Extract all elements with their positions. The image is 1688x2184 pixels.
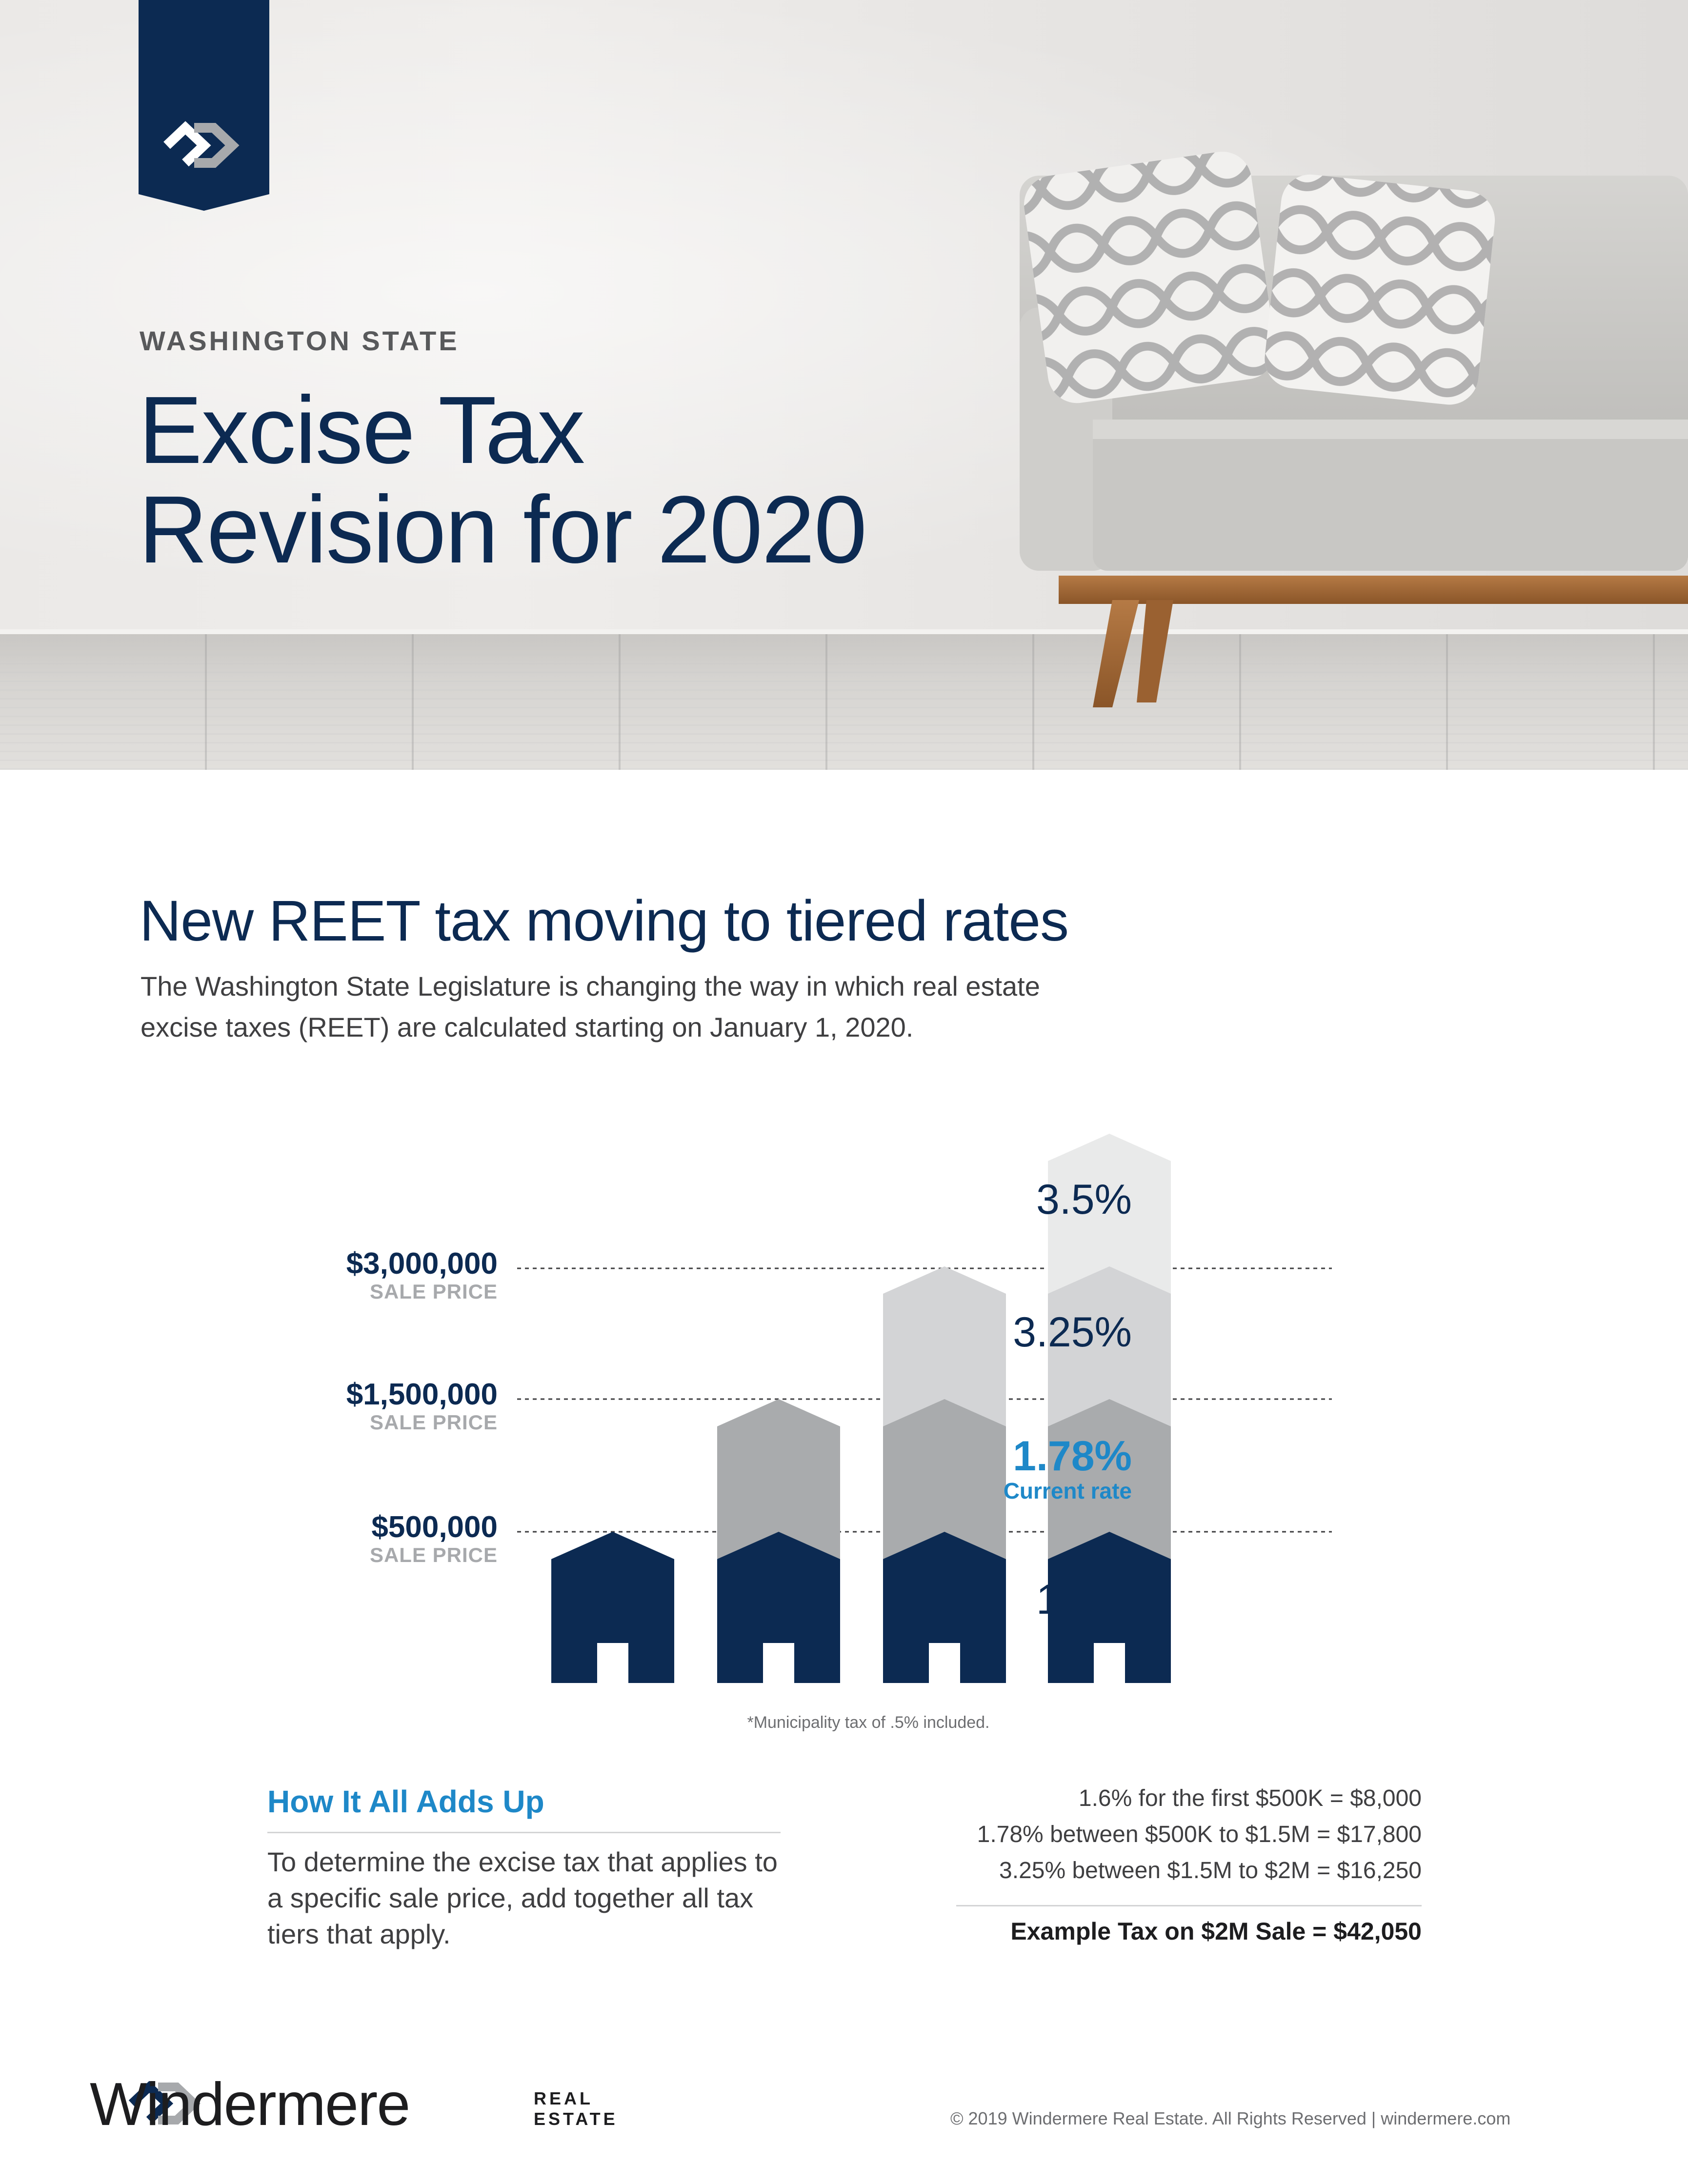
threshold-caption: SALE PRICE — [369, 1280, 498, 1303]
hero-kicker: WASHINGTON STATE — [140, 325, 460, 356]
tiered-rate-chart: $3,000,000 SALE PRICE $1,500,000 SALE PR… — [293, 1112, 1395, 1698]
hero-banner: WASHINGTON STATE Excise Tax Revision for… — [0, 0, 1688, 770]
rate-label-3-5: 3.5% — [1036, 1176, 1132, 1223]
section-title: New REET tax moving to tiered rates — [140, 889, 1069, 953]
calc-line: 1.6% for the first $500K = $8,000 — [1078, 1785, 1422, 1811]
page-title: Excise Tax Revision for 2020 — [139, 377, 867, 583]
tier-segment — [551, 1532, 674, 1683]
current-rate-value: 1.78% — [1013, 1433, 1132, 1480]
windermere-w-icon — [139, 0, 269, 211]
windermere-w-icon — [128, 2081, 201, 2124]
wood-floor — [0, 634, 1688, 770]
title-line-2: Revision for 2020 — [139, 476, 867, 583]
threshold-label-1-5m: $1,500,000 SALE PRICE — [293, 1379, 498, 1434]
door-icon — [597, 1643, 628, 1683]
house-bar — [883, 1266, 1006, 1683]
chart-footnote: *Municipality tax of .5% included. — [747, 1713, 990, 1732]
adds-up-body: To determine the excise tax that applies… — [267, 1846, 778, 1949]
brand-subtitle: REAL ESTATE — [534, 2088, 618, 2129]
tier-segment — [883, 1532, 1006, 1683]
chart-canvas — [517, 1134, 1332, 1683]
calc-line: 1.78% between $500K to $1.5M = $17,800 — [977, 1822, 1422, 1847]
calculation-lines: 1.6% for the first $500K = $8,000 1.78% … — [956, 1781, 1422, 1889]
threshold-label-500k: $500,000 SALE PRICE — [293, 1511, 498, 1567]
title-line-1: Excise Tax — [139, 377, 585, 483]
rate-label-3-25: 3.25% — [1013, 1309, 1132, 1356]
threshold-amount: $500,000 — [371, 1510, 498, 1544]
house-bar — [717, 1399, 840, 1683]
adds-up-title: How It All Adds Up — [267, 1784, 544, 1819]
rate-label-current: 1.78% Current rate — [927, 1434, 1132, 1503]
tier-segment — [717, 1532, 840, 1683]
door-icon — [1094, 1643, 1125, 1683]
threshold-label-3m: $3,000,000 SALE PRICE — [293, 1248, 498, 1303]
threshold-caption: SALE PRICE — [369, 1543, 498, 1566]
house-bar — [1048, 1134, 1171, 1683]
current-rate-caption: Current rate — [1003, 1478, 1132, 1503]
calc-line: 3.25% between $1.5M to $2M = $16,250 — [999, 1858, 1422, 1883]
copyright: © 2019 Windermere Real Estate. All Right… — [950, 2108, 1511, 2128]
tier-segment — [1048, 1532, 1171, 1683]
sofa-illustration — [1020, 151, 1688, 707]
divider — [267, 1832, 781, 1833]
brand-sub-line: REAL — [534, 2088, 593, 2108]
door-icon — [929, 1643, 960, 1683]
brand-wordmark: Windermere — [90, 2071, 410, 2138]
threshold-caption: SALE PRICE — [369, 1411, 498, 1434]
rate-label-1-6: 1.6% — [1036, 1576, 1132, 1623]
calc-total: Example Tax on $2M Sale = $42,050 — [1010, 1918, 1422, 1945]
door-icon — [763, 1643, 794, 1683]
threshold-amount: $3,000,000 — [346, 1247, 498, 1281]
section-intro: The Washington State Legislature is chan… — [141, 971, 1040, 1042]
threshold-amount: $1,500,000 — [346, 1378, 498, 1411]
brand-sub-line: ESTATE — [534, 2109, 618, 2129]
house-bar — [551, 1532, 674, 1683]
divider — [956, 1905, 1422, 1906]
